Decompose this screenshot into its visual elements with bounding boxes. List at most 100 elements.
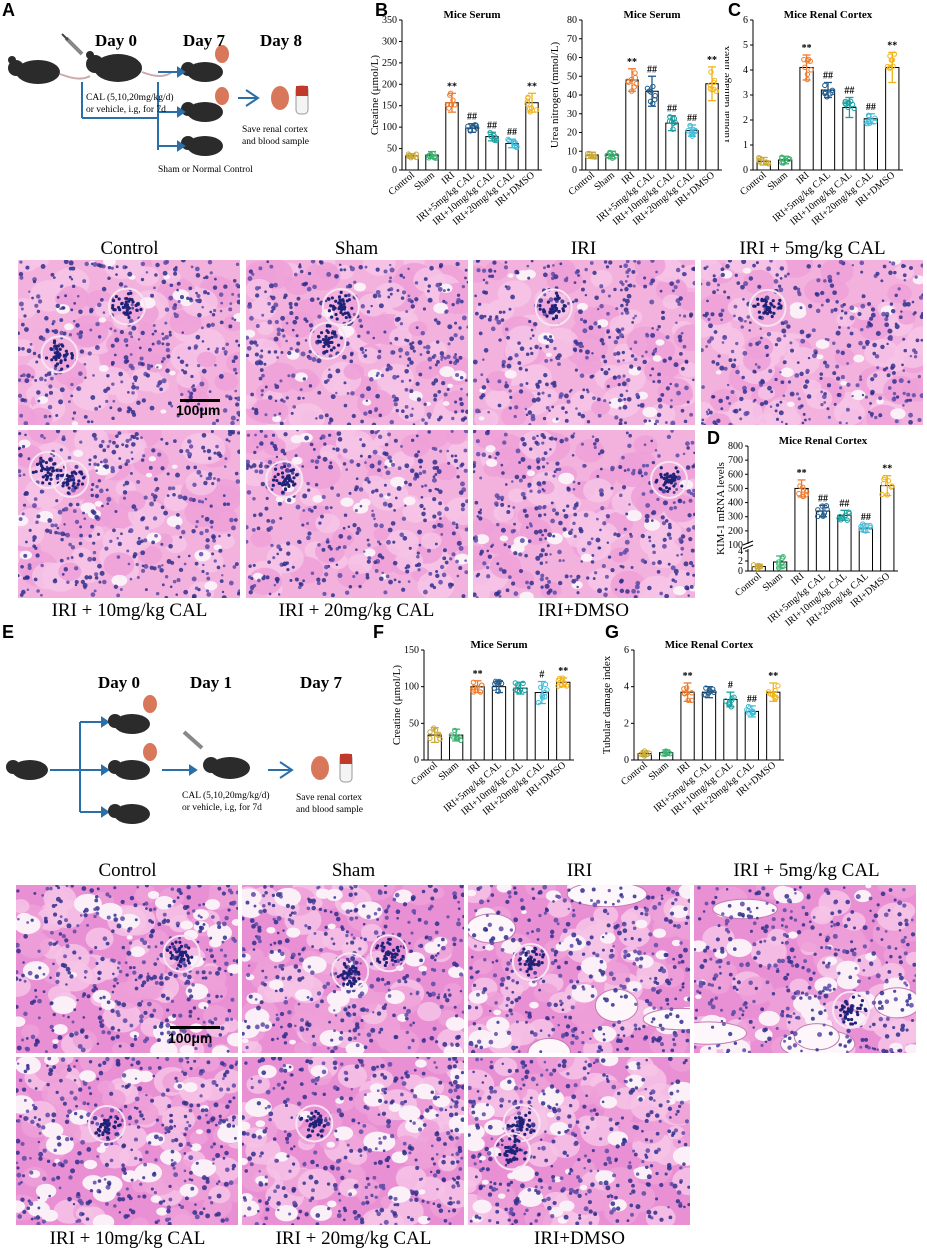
nucleus [544,552,548,557]
nucleus [114,509,118,513]
nucleus [518,478,523,483]
nucleus [444,560,449,565]
glomerulus-nucleus [666,489,670,494]
nucleus [500,318,505,322]
nucleus [360,304,366,309]
lumen [367,369,383,380]
nucleus [280,448,286,454]
nucleus [522,441,527,447]
nucleus [683,419,688,424]
nucleus [143,538,148,543]
nucleus [215,994,219,999]
nucleus [653,422,657,425]
nucleus [268,592,272,596]
nucleus [45,328,49,332]
glomerulus-nucleus [659,487,663,491]
nucleus [73,302,77,305]
nucleus [89,950,93,954]
nucleus [399,273,404,278]
nucleus [235,339,239,343]
nucleus [27,565,32,571]
lumen [340,497,354,507]
nucleus [826,383,832,388]
tubule [570,390,598,412]
nucleus [655,270,658,274]
nucleus [160,542,164,546]
tubule [637,575,677,598]
glomerulus-nucleus [114,294,119,299]
nucleus [135,562,139,567]
nucleus [432,524,437,529]
nucleus [213,451,217,455]
glomerulus-nucleus [334,299,338,303]
nucleus [213,959,217,963]
lumen [363,548,376,557]
nucleus [302,509,306,512]
nucleus [95,469,98,473]
lumen [485,458,498,467]
nucleus [43,916,48,921]
nucleus [542,435,547,440]
nucleus [145,271,149,274]
nucleus [144,588,148,592]
nucleus [689,560,694,566]
nucleus [396,289,400,292]
nucleus [817,264,822,268]
nucleus [208,472,213,477]
nucleus [644,350,648,354]
nucleus [106,496,112,502]
nucleus [214,277,217,281]
tubule [176,368,201,389]
nucleus [129,1023,134,1028]
nucleus [376,354,382,360]
data-point [802,64,808,71]
nucleus [619,393,624,398]
mouse-icon [181,136,223,156]
nucleus [718,398,723,404]
nucleus [634,584,640,590]
nucleus [327,373,333,379]
nucleus [54,530,58,535]
nucleus [270,441,274,446]
nucleus [504,383,509,389]
nucleus [130,434,135,439]
nucleus [569,574,573,578]
glomerulus [650,460,689,499]
y-tick-label: 50 [409,718,419,729]
nucleus [95,961,99,966]
tubule [118,525,153,553]
nucleus [448,585,453,589]
nucleus [423,507,426,511]
nucleus [211,535,216,540]
y-tick-label: 400 [728,498,743,509]
nucleus [740,325,744,329]
nucleus [591,435,595,438]
glomerulus-nucleus [771,299,775,303]
nucleus [92,550,97,555]
nucleus [90,592,96,597]
data-point [688,131,695,138]
glomerulus-nucleus [66,364,70,368]
data-point [525,95,531,101]
glomerulus-nucleus [777,302,781,306]
nucleus [100,956,105,962]
data-point [560,675,566,681]
nucleus [414,453,419,458]
nucleus [36,514,41,519]
nucleus [169,585,173,589]
nucleus [906,398,910,402]
nucleus [638,468,642,472]
nucleus [571,578,577,584]
nucleus [439,351,445,356]
nucleus [34,974,39,979]
nucleus [142,940,148,946]
glomerulus-nucleus [174,940,178,944]
nucleus [398,355,402,358]
y-tick-label: 200 [382,79,397,90]
nucleus [34,988,38,992]
data-point [613,152,620,159]
nucleus [282,399,286,403]
nucleus [110,1026,115,1031]
nucleus [326,271,332,277]
nucleus [153,1025,157,1029]
